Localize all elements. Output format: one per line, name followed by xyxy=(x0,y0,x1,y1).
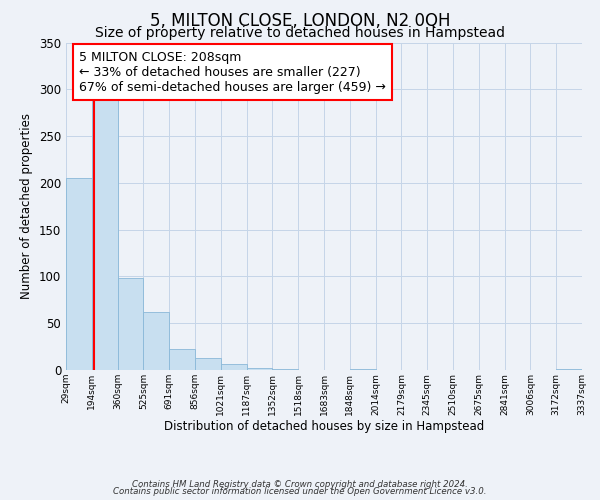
Bar xyxy=(350,369,376,370)
Bar xyxy=(118,278,143,370)
Bar xyxy=(92,96,118,370)
Bar xyxy=(221,364,247,370)
Bar xyxy=(556,369,582,370)
Bar xyxy=(66,178,92,370)
Text: 5 MILTON CLOSE: 208sqm
← 33% of detached houses are smaller (227)
67% of semi-de: 5 MILTON CLOSE: 208sqm ← 33% of detached… xyxy=(79,50,386,94)
Bar xyxy=(247,368,272,370)
Bar xyxy=(195,358,221,370)
Text: 5, MILTON CLOSE, LONDON, N2 0QH: 5, MILTON CLOSE, LONDON, N2 0QH xyxy=(150,12,450,30)
X-axis label: Distribution of detached houses by size in Hampstead: Distribution of detached houses by size … xyxy=(164,420,484,434)
Text: Contains public sector information licensed under the Open Government Licence v3: Contains public sector information licen… xyxy=(113,487,487,496)
Bar xyxy=(143,312,169,370)
Text: Size of property relative to detached houses in Hampstead: Size of property relative to detached ho… xyxy=(95,26,505,40)
Bar xyxy=(169,350,195,370)
Y-axis label: Number of detached properties: Number of detached properties xyxy=(20,114,34,299)
Bar xyxy=(272,369,298,370)
Text: Contains HM Land Registry data © Crown copyright and database right 2024.: Contains HM Land Registry data © Crown c… xyxy=(132,480,468,489)
